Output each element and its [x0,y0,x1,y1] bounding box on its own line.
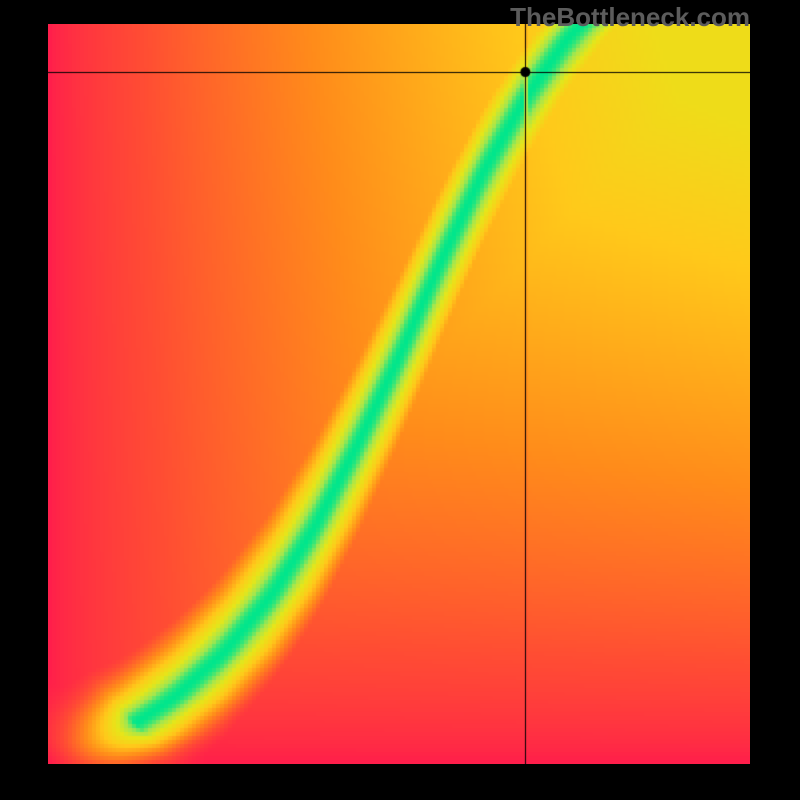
watermark-text: TheBottleneck.com [510,2,750,33]
heatmap-plot [48,24,750,764]
chart-container: TheBottleneck.com [0,0,800,800]
